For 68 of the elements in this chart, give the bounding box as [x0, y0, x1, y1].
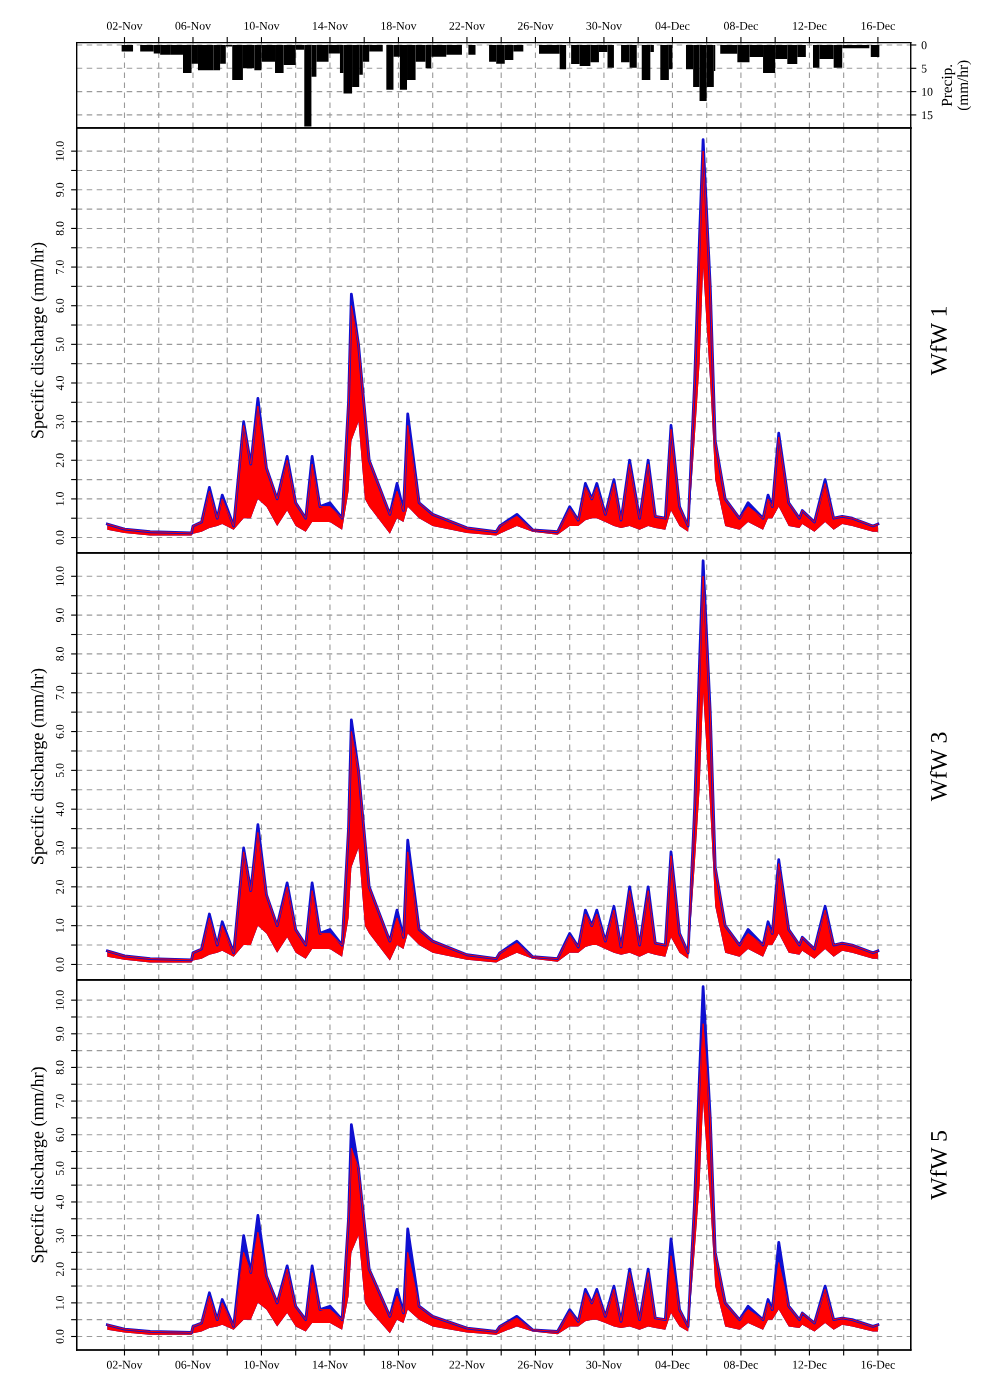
y-tick-label: 6.0 [55, 724, 64, 739]
x-tick-label: 08-Dec [724, 21, 758, 30]
x-tick-label: 16-Dec [861, 21, 895, 30]
x-tick-label: 10-Nov [244, 21, 280, 30]
x-tick-label: 16-Dec [861, 1360, 895, 1369]
y-axis-title: Precip. (mm/hr) [941, 60, 972, 111]
x-tick-label: 14-Nov [312, 21, 348, 30]
y-tick-label: 0 [921, 41, 927, 50]
y-tick-label: 10.0 [55, 566, 64, 586]
x-tick-label: 22-Nov [449, 1360, 485, 1369]
y-tick-label: 3.0 [55, 841, 64, 855]
y-tick-label: 4.0 [55, 1195, 64, 1210]
y2-axis-title: WfW 3 [929, 732, 947, 802]
y-tick-label: 10.0 [55, 990, 64, 1010]
y-tick-label: 3.0 [55, 1228, 64, 1243]
x-tick-label: 04-Dec [655, 1360, 690, 1369]
y-tick-label: 9.0 [55, 1026, 64, 1041]
y-tick-label: 5.0 [55, 337, 64, 352]
y-tick-label: 2.0 [55, 879, 64, 894]
x-tick-label: 26-Nov [517, 1360, 554, 1369]
x-tick-label: 12-Dec [793, 21, 827, 30]
y-axis-title: Specific discharge (mm/hr) [30, 668, 48, 864]
y-tick-label: 4.0 [55, 802, 64, 817]
y-tick-label: 2.0 [55, 453, 64, 468]
x-tick-label: 06-Nov [175, 1360, 212, 1369]
y-tick-label: 5.0 [55, 1161, 64, 1176]
y2-axis-title: WfW 5 [929, 1131, 947, 1200]
x-tick-label: 22-Nov [449, 21, 485, 30]
y-tick-label: 6.0 [55, 298, 64, 313]
y-axis-title: Specific discharge (mm/hr) [30, 1067, 48, 1263]
x-tick-label: 30-Nov [586, 1360, 622, 1369]
x-tick-label: 12-Dec [793, 1360, 827, 1369]
y-tick-label: 0.0 [55, 530, 64, 545]
y-axis-title: Specific discharge (mm/hr) [30, 242, 48, 438]
y-tick-label: 0.0 [55, 957, 64, 972]
y-tick-label: 6.0 [55, 1127, 64, 1142]
y-tick-label: 7.0 [55, 1094, 64, 1108]
x-tick-label: 04-Dec [655, 21, 690, 30]
y-tick-label: 1.0 [55, 491, 64, 506]
y-tick-label: 9.0 [55, 182, 64, 197]
y-tick-label: 2.0 [55, 1262, 64, 1277]
y-tick-label: 8.0 [55, 221, 64, 236]
x-tick-label: 08-Dec [724, 1360, 758, 1369]
y-tick-label: 15 [922, 111, 933, 120]
x-tick-label: 02-Nov [106, 1360, 143, 1369]
x-tick-label: 14-Nov [312, 1360, 348, 1369]
y-tick-label: 0.0 [55, 1329, 64, 1344]
y-tick-label: 10.0 [55, 141, 64, 161]
y-tick-label: 7.0 [55, 685, 64, 700]
y-tick-label: 5.0 [55, 763, 64, 778]
y-tick-label: 7.0 [55, 260, 64, 274]
y-tick-label: 1.0 [55, 1295, 64, 1310]
y-tick-label: 3.0 [55, 414, 64, 429]
y-tick-label: 9.0 [55, 608, 64, 623]
x-tick-label: 26-Nov [517, 21, 554, 30]
y-tick-label: 8.0 [55, 1060, 64, 1075]
y-tick-label: 1.0 [55, 918, 64, 932]
x-tick-label: 30-Nov [586, 21, 622, 30]
y2-axis-title: WfW 1 [929, 307, 947, 376]
y-tick-label: 10 [922, 87, 933, 96]
y-tick-label: 5 [921, 64, 927, 73]
x-tick-label: 02-Nov [106, 21, 143, 30]
y-tick-label: 4.0 [55, 376, 64, 391]
x-tick-label: 18-Nov [381, 1360, 417, 1369]
x-tick-label: 10-Nov [244, 1360, 280, 1369]
y-tick-label: 8.0 [55, 646, 64, 661]
x-tick-label: 18-Nov [381, 21, 417, 30]
x-tick-label: 06-Nov [175, 21, 212, 30]
